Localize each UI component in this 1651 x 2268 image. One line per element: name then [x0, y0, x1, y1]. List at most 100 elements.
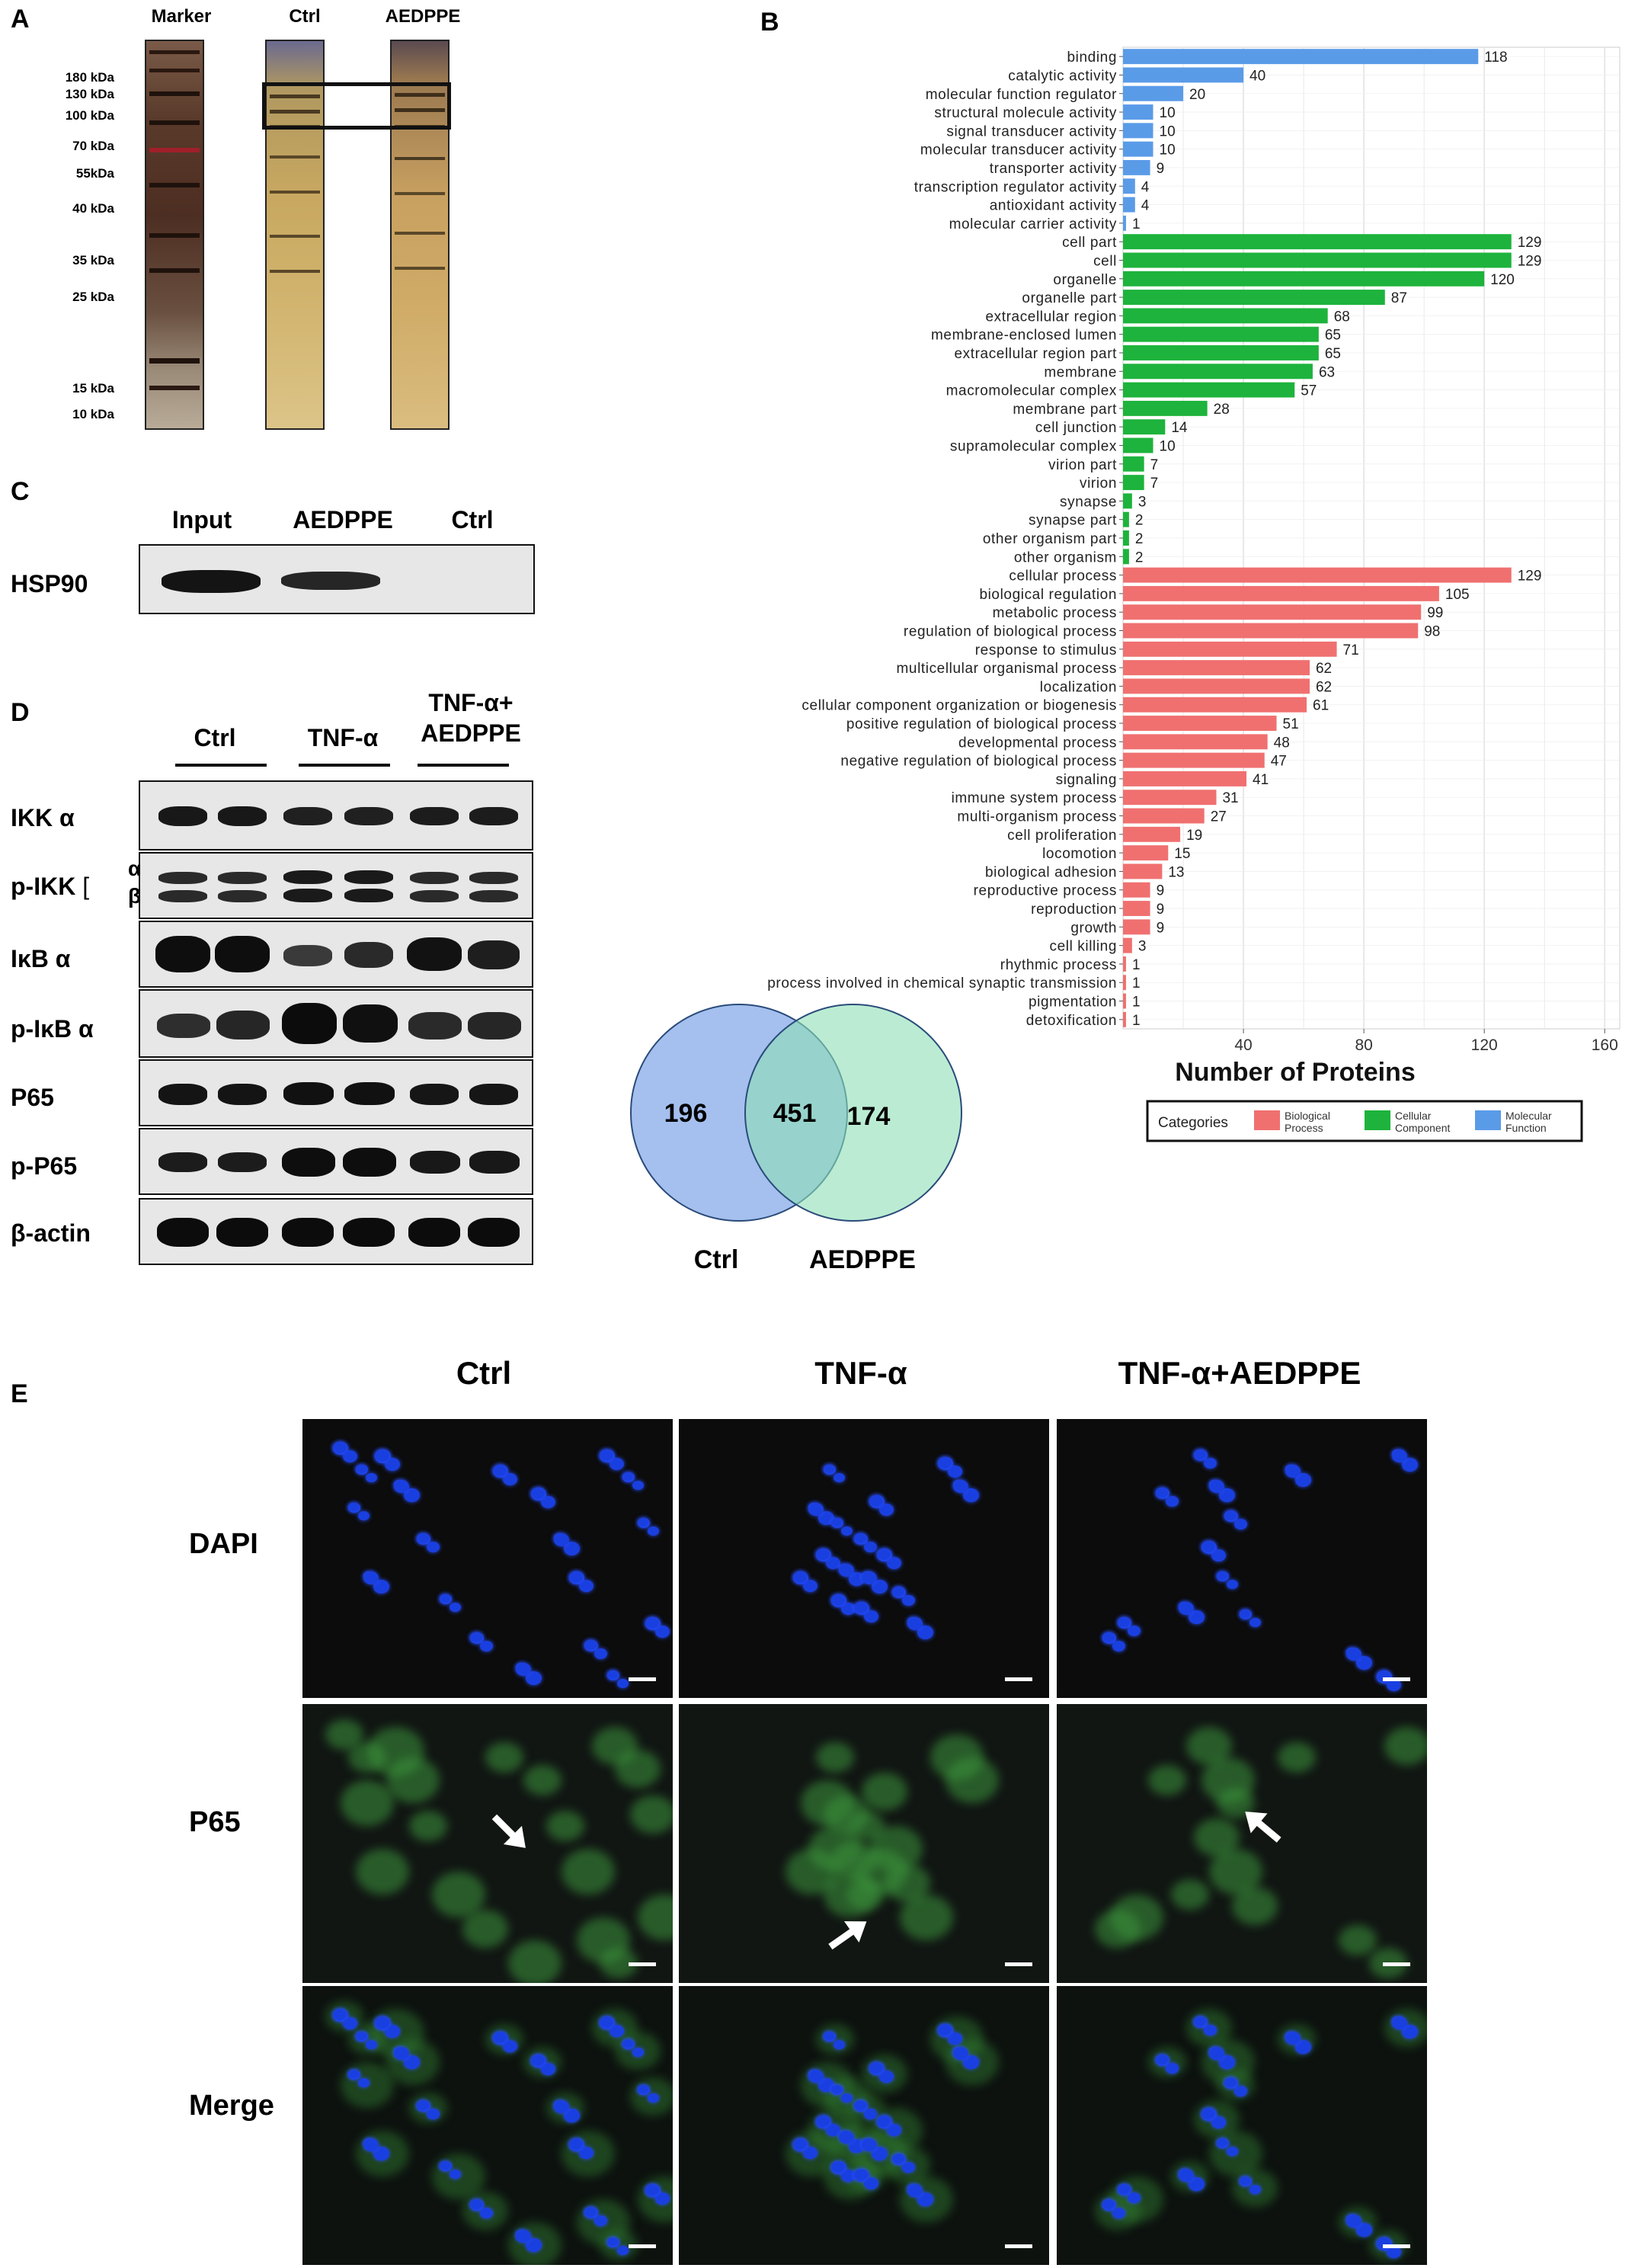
nucleus [887, 2124, 901, 2136]
nucleus [902, 1595, 915, 1606]
mw-marker: 180 kDa [65, 70, 114, 85]
nucleus [1295, 1473, 1311, 1487]
data-label: 65 [1325, 346, 1341, 362]
nucleus [373, 2147, 389, 2161]
nucleus [1234, 2086, 1247, 2097]
data-label: 129 [1518, 253, 1542, 269]
data-label: 1 [1132, 957, 1141, 973]
nucleus [864, 2109, 877, 2119]
nucleus [826, 1557, 840, 1569]
nucleus [385, 1458, 400, 1471]
gel-lane-marker [145, 40, 204, 430]
if-row-label-p65: P65 [189, 1806, 241, 1838]
bar [1123, 123, 1153, 139]
nucleus [569, 1571, 583, 1583]
category-label: binding [1067, 50, 1117, 66]
data-label: 40 [1249, 68, 1265, 84]
pulldown-lane-input: Input [171, 506, 232, 533]
category-label: cell part [1062, 235, 1117, 251]
nucleus [1102, 2199, 1115, 2209]
x-tick-label: 80 [1355, 1036, 1372, 1054]
nucleus [831, 1518, 842, 1526]
gel-lane-aedppe [390, 40, 450, 430]
nucleus [953, 2047, 968, 2060]
data-label: 9 [1157, 920, 1165, 936]
category-label: macromolecular complex [946, 383, 1117, 399]
bar [1123, 364, 1313, 380]
scale-bar [1005, 1677, 1032, 1681]
mw-marker: 15 kDa [72, 381, 114, 396]
blot-p-ikb-alpha [139, 989, 533, 1058]
data-label: 1 [1132, 995, 1141, 1011]
arrow-icon [828, 1921, 867, 1950]
nucleus [1285, 2032, 1301, 2045]
data-label: 48 [1274, 735, 1290, 751]
x-tick-label: 160 [1592, 1036, 1618, 1054]
category-label: transporter activity [990, 161, 1117, 177]
scale-bar [1383, 2244, 1410, 2248]
p65-signal [1110, 1895, 1163, 1940]
venn-left-only: 196 [664, 1099, 708, 1128]
p65-signal [862, 1773, 907, 1811]
bar [1123, 382, 1295, 398]
nucleus [877, 1549, 891, 1560]
nucleus [617, 2246, 629, 2255]
lane-header-ctrl: Ctrl [289, 6, 321, 27]
nucleus [1209, 2047, 1224, 2060]
category-label: transcription regulator activity [914, 179, 1117, 195]
nucleus [1346, 2215, 1361, 2228]
data-label: 129 [1518, 569, 1542, 585]
category-label: other organism [1014, 549, 1117, 565]
data-label: 47 [1271, 754, 1287, 770]
p65-signal [816, 1742, 854, 1773]
nucleus [803, 1580, 818, 1592]
nucleus [963, 1488, 979, 1502]
nucleus [450, 2170, 461, 2179]
bar [1123, 234, 1512, 250]
data-label: 10 [1160, 438, 1176, 454]
scale-bar [629, 1962, 656, 1966]
data-label: 10 [1160, 143, 1176, 159]
data-label: 71 [1343, 642, 1359, 658]
nucleus [907, 2184, 923, 2197]
nucleus [600, 2017, 613, 2028]
bar [1123, 919, 1150, 935]
legend-label: Biological [1285, 1110, 1330, 1122]
nucleus [363, 1571, 379, 1584]
nucleus [569, 2138, 583, 2150]
data-label: 9 [1157, 902, 1165, 918]
nucleus [917, 2193, 933, 2206]
category-label: growth [1070, 920, 1117, 936]
pulldown-lane-ctrl: Ctrl [451, 506, 494, 533]
nucleus [1249, 1618, 1261, 1627]
nucleus [1112, 2208, 1125, 2218]
bar [1123, 49, 1479, 65]
category-label: structural molecule activity [934, 105, 1117, 121]
nucleus [1189, 2177, 1205, 2191]
blot-p-p65 [139, 1128, 533, 1195]
nucleus [864, 1542, 877, 1552]
nucleus [366, 2040, 377, 2049]
p65-signal [816, 2024, 854, 2055]
blot-label-p-ikb-alpha: p-IκB α [11, 1015, 94, 1043]
data-label: 129 [1518, 235, 1542, 251]
nucleus [579, 1580, 594, 1592]
blot-beta-actin [139, 1198, 533, 1265]
nucleus [470, 1632, 482, 1642]
data-label: 2 [1135, 549, 1144, 565]
legend-label: Function [1505, 1122, 1547, 1134]
p65-signal [1209, 1849, 1262, 1895]
bar [1123, 882, 1150, 898]
lane-header-aedppe: AEDPPE [385, 6, 461, 27]
group-underline [175, 764, 267, 767]
bar [1123, 993, 1126, 1009]
data-label: 120 [1490, 272, 1515, 288]
nucleus [503, 1473, 517, 1485]
data-label: 99 [1427, 605, 1443, 621]
category-label: developmental process [958, 735, 1117, 751]
bar [1123, 585, 1439, 601]
nucleus [849, 2139, 865, 2153]
mw-marker: 55kDa [75, 166, 114, 181]
p65-signal [900, 1895, 953, 1940]
nucleus [632, 1481, 644, 1490]
